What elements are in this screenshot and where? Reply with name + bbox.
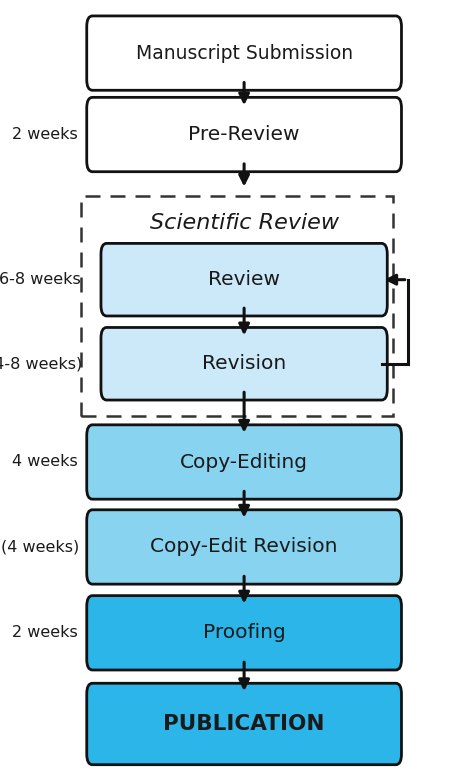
Text: Scientific Review: Scientific Review: [150, 213, 338, 233]
Text: 6-8 weeks: 6-8 weeks: [0, 272, 81, 287]
Text: Copy-Edit Revision: Copy-Edit Revision: [150, 537, 338, 557]
FancyBboxPatch shape: [87, 425, 401, 499]
Text: Review: Review: [208, 270, 280, 290]
Text: 2 weeks: 2 weeks: [12, 127, 78, 142]
Text: (4 weeks): (4 weeks): [1, 540, 80, 554]
Text: Proofing: Proofing: [203, 624, 285, 642]
Text: (4-8 weeks): (4-8 weeks): [0, 357, 82, 371]
Text: 4 weeks: 4 weeks: [12, 454, 78, 470]
Text: Manuscript Submission: Manuscript Submission: [136, 44, 353, 62]
FancyBboxPatch shape: [87, 16, 401, 90]
FancyBboxPatch shape: [87, 510, 401, 584]
FancyBboxPatch shape: [101, 327, 387, 400]
FancyBboxPatch shape: [87, 596, 401, 670]
Text: 2 weeks: 2 weeks: [12, 625, 78, 641]
Text: PUBLICATION: PUBLICATION: [164, 714, 325, 734]
Text: Copy-Editing: Copy-Editing: [180, 453, 308, 471]
Text: Pre-Review: Pre-Review: [188, 125, 300, 144]
FancyBboxPatch shape: [87, 683, 401, 765]
FancyBboxPatch shape: [87, 97, 401, 172]
Text: Revision: Revision: [202, 354, 286, 373]
FancyBboxPatch shape: [101, 243, 387, 316]
